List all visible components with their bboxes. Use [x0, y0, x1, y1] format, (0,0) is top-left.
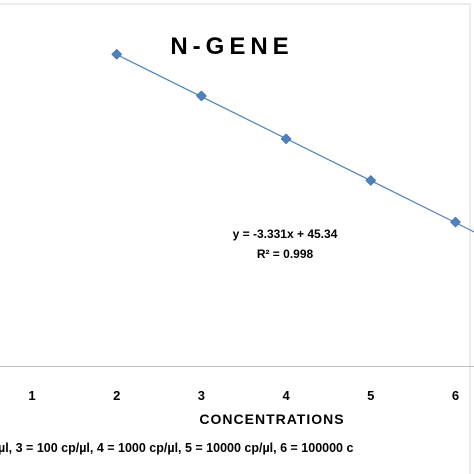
x-tick-label: 5 — [367, 388, 374, 403]
data-point — [280, 133, 292, 145]
trendline-equation: y = -3.331x + 45.34 — [233, 227, 338, 241]
chart-title: N-GENE — [170, 33, 293, 60]
r-squared-label: R² = 0.998 — [257, 247, 314, 261]
x-tick-label: 1 — [28, 388, 35, 403]
x-tick-label: 6 — [452, 388, 459, 403]
chart-frame — [0, 3, 471, 474]
data-points — [111, 48, 461, 228]
x-tick-label: 4 — [282, 388, 290, 403]
data-point — [195, 90, 207, 102]
x-axis-caption: µl, 3 = 100 cp/µl, 4 = 1000 cp/µl, 5 = 1… — [0, 441, 353, 455]
trendline — [116, 54, 474, 233]
x-tick-labels: 1 2 3 4 5 6 — [28, 388, 459, 403]
data-point — [111, 48, 123, 60]
x-tick-label: 2 — [113, 388, 120, 403]
x-tick-label: 3 — [198, 388, 205, 403]
data-point — [365, 175, 377, 186]
data-point — [450, 216, 461, 228]
x-axis-title: CONCENTRATIONS — [199, 411, 344, 427]
